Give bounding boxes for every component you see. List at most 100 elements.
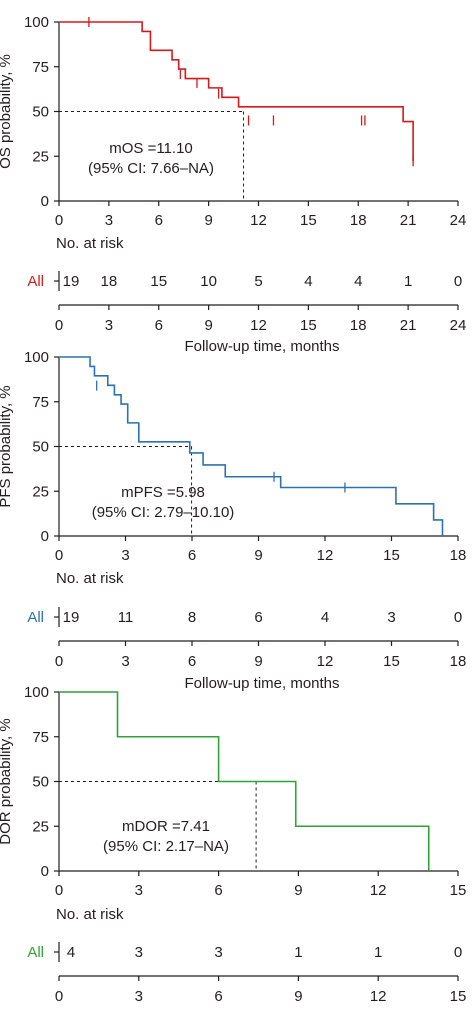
y-tick-label: 0: [41, 528, 49, 545]
chart-dor: DOR probability, %025507510003691215mDOR…: [0, 684, 466, 1005]
y-tick-label: 75: [32, 59, 49, 76]
y-axis-label: DOR probability, %: [0, 718, 14, 844]
risk-count: 5: [254, 273, 262, 290]
risk-group-label: All: [27, 609, 44, 626]
y-tick-label: 25: [32, 148, 49, 165]
x-tick-label: 9: [204, 212, 212, 229]
y-tick-label: 25: [32, 818, 49, 835]
risk-count: 15: [150, 273, 167, 290]
risk-time-tick-label: 3: [121, 653, 129, 670]
risk-count: 3: [387, 609, 395, 626]
y-tick-label: 50: [32, 104, 49, 121]
x-tick-label: 0: [55, 547, 63, 564]
risk-count: 3: [135, 944, 143, 961]
y-tick-label: 0: [41, 863, 49, 880]
risk-count: 11: [118, 609, 134, 626]
median-label: mOS =11.10: [109, 140, 193, 157]
median-ci-label: (95% CI: 2.17–NA): [103, 838, 229, 855]
x-tick-label: 0: [55, 212, 63, 229]
risk-count: 0: [454, 609, 462, 626]
risk-count: 19: [63, 273, 80, 290]
risk-count: 18: [101, 273, 118, 290]
risk-time-tick-label: 12: [250, 317, 267, 334]
risk-group-label: All: [27, 273, 44, 290]
median-label: mDOR =7.41: [122, 818, 210, 835]
risk-time-tick-label: 9: [204, 317, 212, 334]
risk-time-tick-label: 3: [105, 317, 113, 334]
risk-group-label: All: [27, 944, 44, 961]
risk-count: 1: [374, 944, 382, 961]
risk-count: 4: [67, 944, 75, 961]
y-tick-label: 0: [41, 193, 49, 210]
risk-count: 0: [454, 273, 462, 290]
chart-pfs: PFS probability, % 0 25 50 75 100 0 3 6 9 12 15 18 mP…: [0, 349, 466, 692]
x-tick-label: 21: [400, 212, 417, 229]
chart-os: OS probability, %02550751000369121518212…: [0, 14, 466, 355]
risk-table-title: No. at risk: [56, 906, 124, 923]
km-curve-dor: [59, 691, 430, 871]
x-tick-label: 6: [214, 882, 222, 899]
risk-time-tick-label: 6: [188, 653, 196, 670]
x-tick-label: 15: [383, 547, 400, 564]
x-tick-label: 6: [155, 212, 163, 229]
risk-count: 6: [254, 609, 262, 626]
risk-count: 0: [454, 944, 462, 961]
risk-table-title: No. at risk: [56, 235, 124, 252]
y-tick-label: 100: [24, 14, 49, 31]
km-curve-os: [59, 21, 414, 162]
risk-time-tick-label: 24: [450, 317, 467, 334]
risk-time-tick-label: 6: [155, 317, 163, 334]
x-axis-label: Follow-up time, months: [184, 338, 339, 355]
risk-count: 1: [294, 944, 302, 961]
risk-time-tick-label: 18: [450, 653, 467, 670]
y-axis-label: PFS probability, %: [0, 385, 14, 507]
x-tick-label: 9: [254, 547, 262, 564]
x-tick-label: 3: [105, 212, 113, 229]
km-curve-pfs: [59, 356, 444, 536]
y-tick-label: 50: [32, 439, 49, 456]
y-tick-label: 25: [32, 483, 49, 500]
risk-time-tick-label: 3: [135, 988, 143, 1005]
x-tick-label: 18: [450, 547, 467, 564]
x-tick-label: 3: [135, 882, 143, 899]
risk-count: 3: [214, 944, 222, 961]
x-tick-label: 24: [450, 212, 467, 229]
risk-time-tick-label: 21: [400, 317, 417, 334]
median-ci-label: (95% CI: 2.79–10.10): [92, 504, 235, 521]
y-tick-label: 100: [24, 684, 49, 701]
risk-time-tick-label: 0: [55, 653, 63, 670]
y-tick-label: 75: [32, 394, 49, 411]
x-tick-label: 12: [317, 547, 334, 564]
risk-table-title: No. at risk: [56, 570, 124, 587]
x-tick-label: 6: [188, 547, 196, 564]
x-tick-label: 9: [294, 882, 302, 899]
risk-count: 8: [188, 609, 196, 626]
risk-time-tick-label: 12: [317, 653, 334, 670]
risk-time-tick-label: 6: [214, 988, 222, 1005]
risk-time-tick-label: 15: [300, 317, 317, 334]
y-tick-label: 75: [32, 729, 49, 746]
x-tick-label: 0: [55, 882, 63, 899]
median-ci-label: (95% CI: 7.66–NA): [88, 160, 214, 177]
risk-time-tick-label: 15: [383, 653, 400, 670]
x-tick-label: 12: [370, 882, 387, 899]
y-tick-label: 100: [24, 349, 49, 366]
risk-count: 4: [354, 273, 362, 290]
risk-count: 1: [404, 273, 412, 290]
x-tick-label: 12: [250, 212, 267, 229]
risk-count: 10: [200, 273, 217, 290]
y-axis-label: OS probability, %: [0, 54, 14, 169]
risk-time-tick-label: 12: [370, 988, 387, 1005]
risk-time-tick-label: 0: [55, 988, 63, 1005]
risk-time-tick-label: 9: [254, 653, 262, 670]
risk-count: 4: [304, 273, 312, 290]
risk-time-tick-label: 9: [294, 988, 302, 1005]
risk-count: 19: [63, 609, 80, 626]
risk-count: 4: [321, 609, 329, 626]
x-tick-label: 18: [350, 212, 367, 229]
x-axis-label: Follow-up time, months: [184, 675, 339, 692]
x-tick-label: 15: [450, 882, 467, 899]
risk-time-tick-label: 15: [450, 988, 467, 1005]
y-tick-label: 50: [32, 774, 49, 791]
